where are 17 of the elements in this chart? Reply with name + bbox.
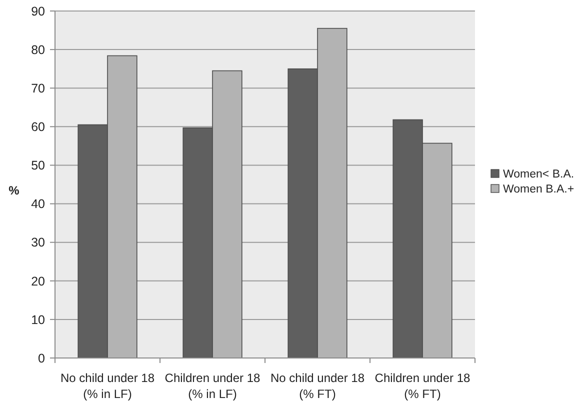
y-tick-label: 70 — [31, 81, 46, 96]
x-tick-label: No child under 18 (% in LF) — [60, 371, 155, 401]
y-tick-label: 50 — [31, 158, 46, 173]
y-tick-label: 10 — [31, 312, 46, 327]
y-tick-label: 20 — [31, 274, 46, 288]
x-tick-label: No child under 18 (% FT) — [270, 371, 365, 401]
y-tick-label: 30 — [31, 236, 46, 250]
y-tick-label: 60 — [31, 120, 46, 134]
x-tick-label: Children under 18 (% in LF) — [164, 371, 261, 401]
x-tick-label: Children under 18 (% FT) — [374, 371, 471, 401]
y-tick-label: 0 — [38, 351, 46, 366]
legend-label: Women< B.A. — [503, 168, 574, 181]
y-tick-label: 40 — [31, 197, 46, 212]
y-axis-title: % — [8, 184, 20, 198]
y-tick-label: 80 — [31, 42, 46, 57]
y-tick-label: 90 — [31, 4, 46, 18]
legend-label: Women B.A.+ — [503, 184, 574, 196]
